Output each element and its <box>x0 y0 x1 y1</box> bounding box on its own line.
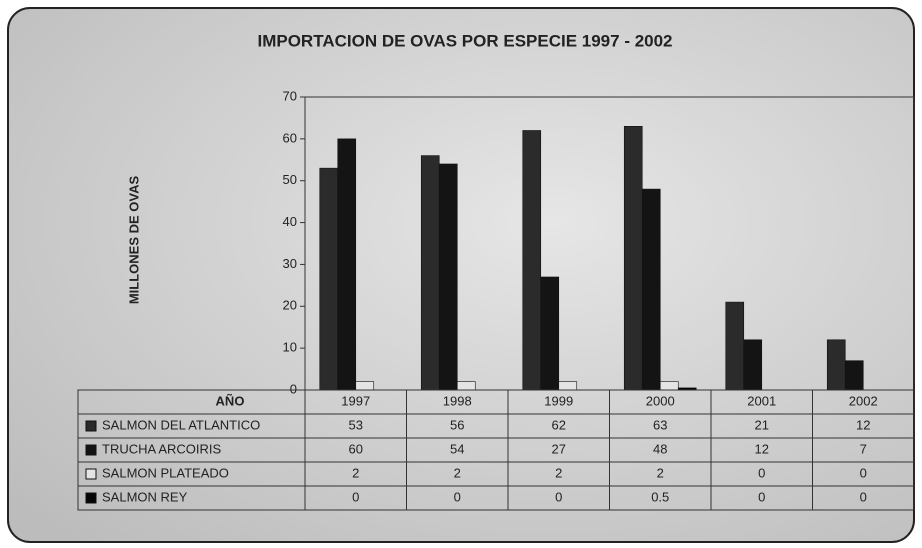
y-axis-label: MILLONES DE OVAS <box>126 176 141 305</box>
x-tick-label: 1997 <box>341 393 370 408</box>
table-value: 63 <box>653 417 667 432</box>
y-tick-label: 10 <box>283 340 297 355</box>
bar <box>641 188 661 391</box>
table-value: 7 <box>860 441 867 456</box>
table-value: 12 <box>755 441 769 456</box>
table-value: 21 <box>755 417 769 432</box>
y-tick-label: 50 <box>283 172 297 187</box>
table-value: 60 <box>349 441 363 456</box>
table-value: 0 <box>352 489 359 504</box>
bar <box>623 126 643 391</box>
y-tick-label: 40 <box>283 214 297 229</box>
table-value: 48 <box>653 441 667 456</box>
table-value: 2 <box>657 465 664 480</box>
bar <box>456 381 476 391</box>
bar <box>420 155 440 391</box>
table-value: 0 <box>555 489 562 504</box>
bar <box>337 138 357 391</box>
y-tick-label: 70 <box>283 88 297 103</box>
x-tick-label: 2000 <box>646 393 675 408</box>
x-tick-label: 1999 <box>544 393 573 408</box>
legend-key <box>85 444 97 456</box>
bar <box>438 163 458 391</box>
bar <box>826 339 846 391</box>
legend-key <box>85 468 97 480</box>
bar <box>355 381 375 391</box>
table-value: 2 <box>454 465 461 480</box>
bar <box>558 381 578 391</box>
bar <box>725 301 745 391</box>
table-value: 53 <box>349 417 363 432</box>
table-value: 27 <box>552 441 566 456</box>
x-tick-label: 2001 <box>747 393 776 408</box>
y-tick-label: 20 <box>283 298 297 313</box>
table-value: 62 <box>552 417 566 432</box>
bar <box>540 276 560 391</box>
table-value: 54 <box>450 441 464 456</box>
bar <box>743 339 763 391</box>
legend-label: SALMON PLATEADO <box>102 465 229 480</box>
table-value: 0.5 <box>651 489 669 504</box>
y-tick-label: 60 <box>283 130 297 145</box>
bar <box>844 360 864 391</box>
table-value: 56 <box>450 417 464 432</box>
y-tick-label: 0 <box>290 381 297 396</box>
legend-label: TRUCHA ARCOIRIS <box>102 441 222 456</box>
x-tick-label: 2002 <box>849 393 878 408</box>
table-value: 0 <box>758 465 765 480</box>
chart-title: IMPORTACION DE OVAS POR ESPECIE 1997 - 2… <box>257 31 672 50</box>
bar <box>659 381 679 391</box>
y-tick-label: 30 <box>283 256 297 271</box>
legend-key <box>85 492 97 504</box>
legend-label: SALMON REY <box>102 489 188 504</box>
x-tick-label: 1998 <box>443 393 472 408</box>
table-value: 12 <box>856 417 870 432</box>
legend-key <box>85 420 97 432</box>
table-value: 0 <box>454 489 461 504</box>
table-value: 2 <box>555 465 562 480</box>
table-value: 2 <box>352 465 359 480</box>
bar <box>319 167 339 391</box>
table-value: 0 <box>758 489 765 504</box>
legend-label: SALMON DEL ATLANTICO <box>102 417 260 432</box>
table-value: 0 <box>860 465 867 480</box>
bar <box>522 130 542 391</box>
table-value: 0 <box>860 489 867 504</box>
table-header: AÑO <box>216 393 245 408</box>
